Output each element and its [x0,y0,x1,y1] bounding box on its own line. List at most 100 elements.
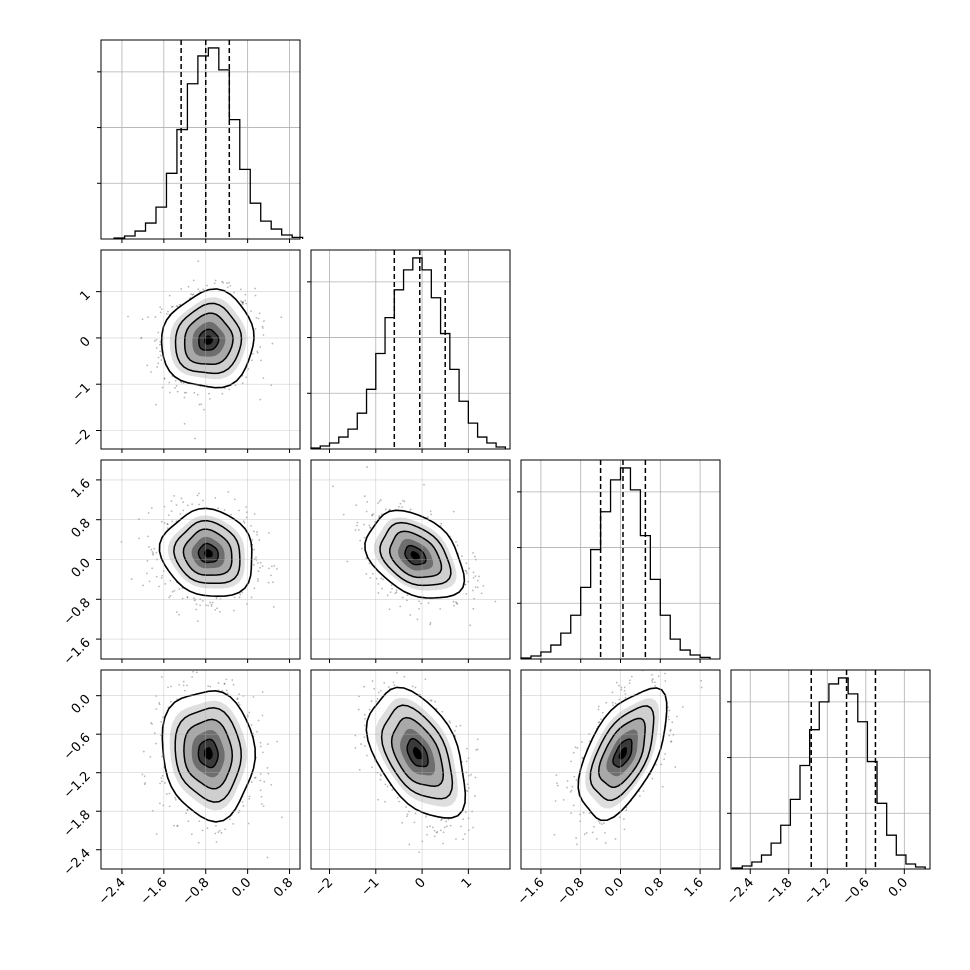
scatter-point [164,782,166,784]
scatter-point [214,832,217,835]
scatter-point [161,774,164,777]
scatter-point [424,678,427,681]
scatter-point [267,581,270,584]
scatter-point [365,557,368,560]
scatter-point [213,282,216,285]
scatter-point [366,754,368,757]
histogram-step-line [310,257,507,449]
scatter-point [167,310,169,313]
scatter-point [198,403,201,406]
scatter-point [414,686,417,689]
scatter-point [262,334,265,336]
scatter-point [661,785,664,788]
scatter-point [179,513,182,515]
scatter-point [217,682,220,684]
scatter-point [191,676,194,678]
scatter-point [155,575,158,578]
scatter-point [144,782,147,784]
scatter-point [212,665,214,667]
scatter-point [241,800,244,803]
scatter-point [270,574,272,577]
scatter-point [176,824,179,827]
scatter-point [254,327,257,330]
scatter-point [186,684,188,687]
panel-frame-3-0 [100,669,301,870]
scatter-point [430,513,433,516]
scatter-point [217,831,220,834]
scatter-point [363,685,366,688]
scatter-point [466,572,468,575]
scatter-point [388,608,391,611]
scatter-point [256,531,258,533]
density-peak [204,549,213,558]
scatter-point [227,490,230,493]
scatter-point [368,524,371,527]
scatter-point [143,783,146,786]
scatter-point [170,685,172,688]
scatter-point [387,686,390,688]
scatter-point [241,591,244,594]
scatter-point [193,599,196,602]
scatter-point [160,734,162,736]
scatter-panel-2-1 [311,460,510,659]
scatter-point [214,608,217,611]
scatter-point [391,788,394,791]
scatter-point [439,829,442,832]
scatter-point [386,594,389,597]
scatter-point [371,513,373,516]
scatter-point [262,805,265,808]
scatter-point [225,689,228,692]
scatter-point [452,510,455,513]
scatter-point [281,816,283,819]
scatter-point [166,523,169,526]
scatter-point [251,538,254,541]
scatter-point [262,327,264,329]
scatter-point [256,350,259,353]
scatter-point [259,346,262,348]
scatter-point [187,820,190,823]
scatter-point [365,572,368,575]
histogram-1-1 [307,250,510,449]
scatter-point [406,815,408,818]
scatter-panel-3-1 [311,670,510,869]
scatter-point [440,522,443,525]
scatter-point [663,663,665,665]
scatter-point [380,498,382,501]
scatter-point [395,589,398,592]
histogram-step-line [113,47,304,239]
scatter-point [174,379,177,382]
scatter-point [178,613,180,616]
scatter-point [399,605,402,608]
scatter-point [253,776,256,779]
scatter-point [366,500,369,503]
scatter-point [168,294,171,297]
scatter-point [167,514,170,517]
scatter-point [251,359,253,362]
scatter-point [238,596,241,599]
scatter-point [392,681,395,684]
scatter-point [180,497,183,500]
scatter-point [442,831,445,834]
scatter-point [253,587,256,590]
scatter-point [191,293,194,296]
scatter-point [148,546,150,548]
scatter-panel-2-0 [101,460,300,659]
scatter-point [241,302,244,304]
scatter-point [342,513,345,516]
scatter-point [468,567,471,570]
scatter-point [192,293,195,296]
scatter-point [379,773,382,776]
scatter-point [232,822,235,825]
scatter-point [186,504,189,507]
scatter-point [465,771,468,774]
scatter-point [465,760,468,763]
scatter-point [176,825,179,828]
scatter-point [263,320,265,322]
scatter-point [158,802,161,805]
scatter-point [164,582,167,585]
scatter-point [465,789,468,792]
scatter-point [388,508,391,511]
scatter-point [175,611,178,614]
scatter-point [160,780,163,783]
scatter-point [161,386,164,389]
